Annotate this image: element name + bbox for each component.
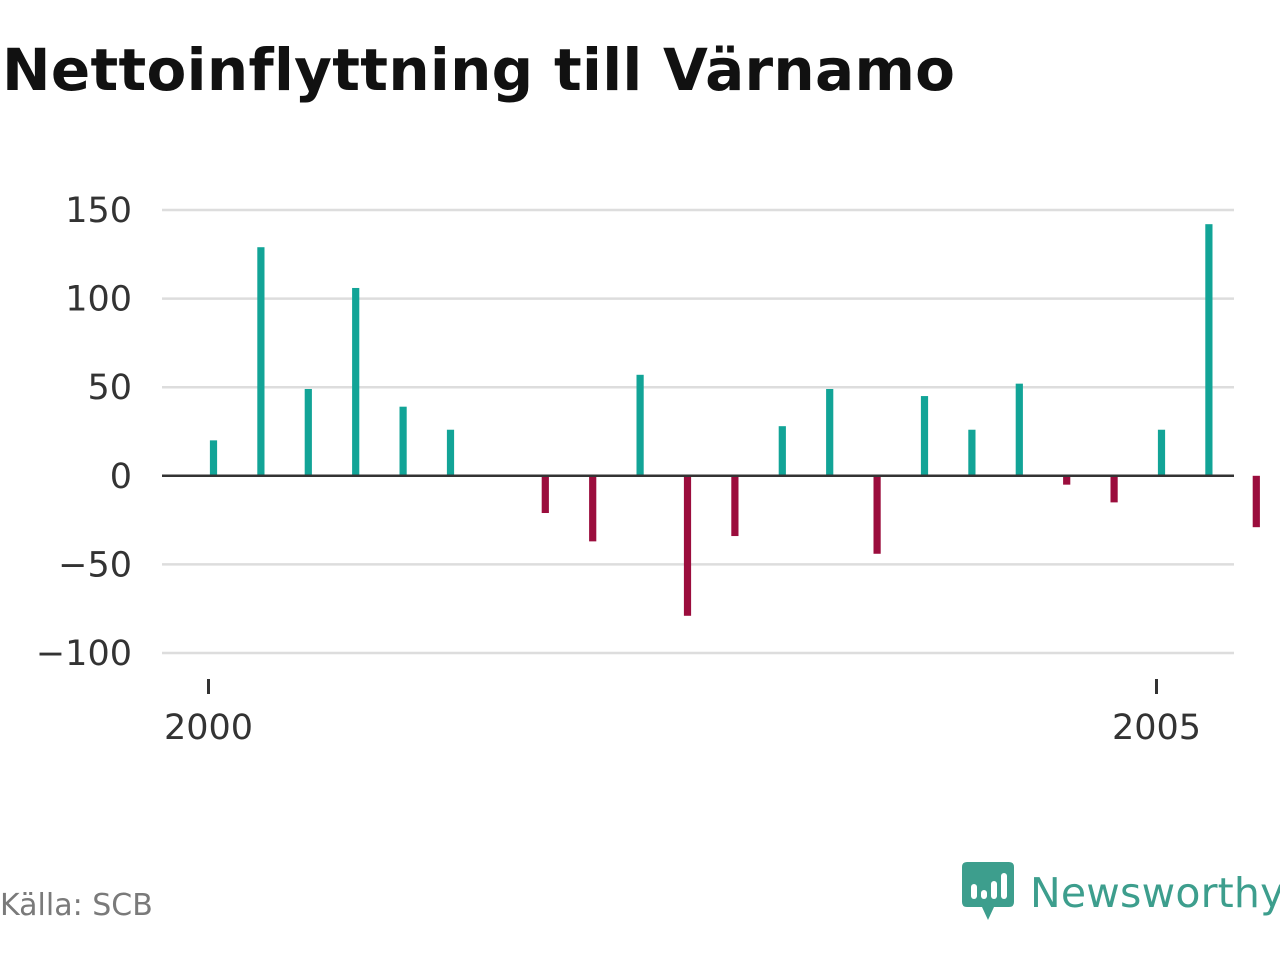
y-tick-label: 100: [65, 280, 132, 320]
chart-title: Nettoinflyttning till Värnamo: [2, 36, 956, 104]
bar: [778, 426, 786, 476]
bar: [399, 406, 407, 476]
brand-logo: Newsworthy: [962, 862, 1280, 924]
x-tick-label: 2000: [164, 708, 253, 748]
bar: [257, 247, 265, 476]
bar: [826, 388, 834, 476]
y-axis-tick-labels: 150 100 50 0 −50 −100: [36, 191, 132, 674]
bar: [589, 475, 597, 542]
bar: [446, 429, 455, 476]
gridlines: [162, 208, 1234, 655]
y-tick-label: −100: [36, 634, 132, 674]
bar: [1252, 475, 1260, 528]
bar: [1015, 383, 1023, 476]
bars: [209, 224, 1260, 616]
x-tick-label: 2005: [1112, 708, 1201, 748]
bar: [1063, 475, 1071, 485]
y-tick-label: −50: [58, 545, 132, 585]
y-tick-label: 150: [65, 191, 132, 231]
bar: [636, 374, 644, 476]
brand-name: Newsworthy: [1030, 869, 1280, 917]
bar: [873, 475, 881, 554]
y-tick-label: 50: [87, 368, 132, 408]
bar: [304, 388, 312, 476]
x-axis-ticks: 200020052010201520202025: [164, 679, 1201, 748]
bar: [1110, 475, 1118, 503]
bar: [968, 429, 976, 476]
bar: [920, 396, 929, 476]
bar: [731, 475, 739, 537]
bar: [209, 440, 218, 476]
bar: [1205, 224, 1213, 476]
bar: [541, 475, 549, 514]
source-note: Källa: SCB: [0, 888, 153, 923]
y-tick-label: 0: [110, 457, 132, 497]
newsworthy-logo-icon: [962, 862, 1014, 920]
bar: [683, 475, 692, 616]
bar: [1157, 429, 1166, 476]
bar: [352, 287, 360, 476]
